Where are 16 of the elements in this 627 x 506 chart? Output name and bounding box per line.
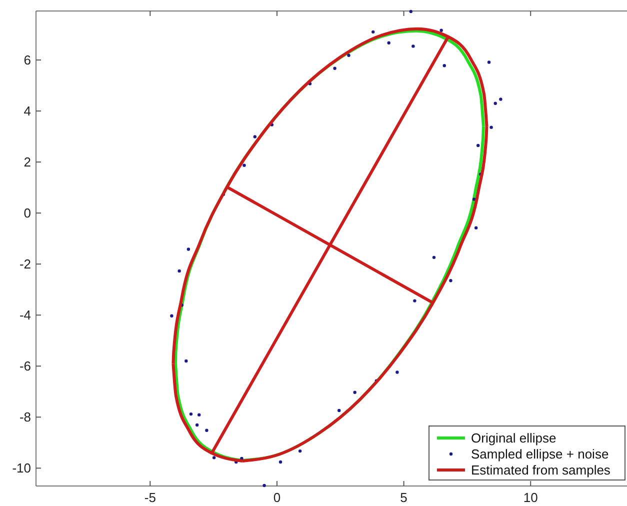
- y-tick-label: -6: [19, 358, 31, 374]
- x-tick-label: 0: [273, 490, 281, 505]
- legend-label: Sampled ellipse + noise: [471, 446, 609, 462]
- legend-label: Estimated from samples: [471, 462, 611, 478]
- legend-label: Original ellipse: [471, 430, 556, 446]
- x-tick-label: 10: [523, 490, 538, 505]
- y-tick-label: -8: [19, 410, 31, 425]
- y-tick-label: 6: [24, 52, 31, 68]
- y-tick-label: 2: [24, 154, 31, 170]
- y-tick-label: 0: [24, 206, 31, 221]
- x-tick-label: -5: [144, 490, 156, 505]
- y-tick-label: -4: [19, 308, 31, 323]
- x-tick-label: 5: [400, 490, 408, 505]
- y-tick-label: -10: [12, 460, 31, 476]
- y-tick-label: 4: [24, 104, 31, 118]
- y-tick-label: -2: [19, 256, 31, 272]
